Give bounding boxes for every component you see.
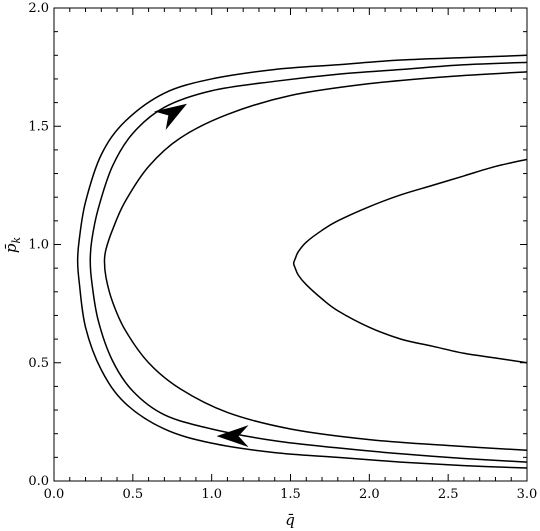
x-tick-label: 3.0	[517, 487, 538, 502]
trajectory-curve-2	[89, 61, 528, 463]
trajectory-curve-1	[76, 54, 528, 469]
x-tick-label: 1.5	[280, 487, 301, 502]
x-tick-label: 2.5	[438, 487, 459, 502]
trajectory-curve-3	[103, 71, 528, 451]
y-axis-title-main: p̄	[2, 243, 20, 253]
y-axis-title: p̄k	[2, 237, 23, 254]
direction-arrow	[154, 103, 187, 130]
y-tick-label: 1.0	[28, 238, 49, 253]
direction-arrows	[154, 103, 249, 448]
x-axis-title: q̄	[285, 511, 295, 529]
y-tick-label: 2.0	[28, 1, 49, 16]
x-tick-label: 1.0	[201, 487, 222, 502]
x-tick-label: 0.0	[44, 487, 65, 502]
y-tick-label: 1.5	[28, 119, 49, 134]
trajectory-curve-4	[292, 158, 528, 364]
x-tick-label: 0.5	[122, 487, 143, 502]
trajectory-curves	[76, 54, 528, 469]
y-axis-title-subscript: k	[10, 237, 23, 244]
direction-arrow	[216, 425, 249, 448]
x-tick-label: 2.0	[359, 487, 380, 502]
y-tick-label: 0.5	[28, 356, 49, 371]
y-tick-label: 0.0	[28, 474, 49, 489]
